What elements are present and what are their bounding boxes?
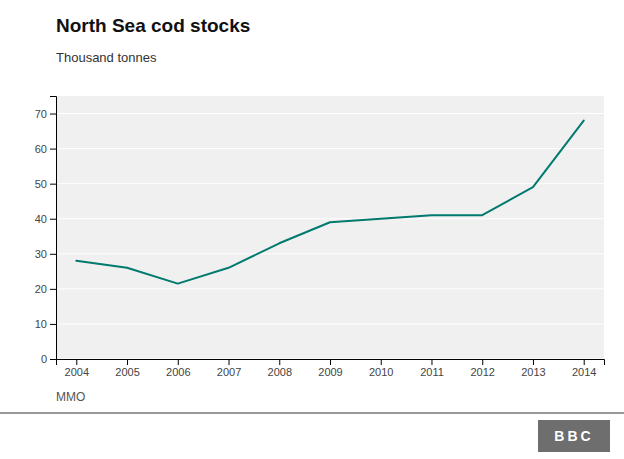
- y-tick-label: 20: [35, 283, 47, 295]
- x-tick-label: 2014: [572, 366, 596, 378]
- y-tick: 30: [35, 248, 56, 260]
- grid-line: [56, 218, 604, 219]
- grid-line: [56, 148, 604, 149]
- x-tick-mark: [584, 359, 585, 365]
- grid: [56, 114, 604, 359]
- y-tick: 20: [35, 283, 56, 295]
- y-tick: 50: [35, 178, 56, 190]
- x-tick: 2010: [369, 359, 393, 378]
- x-tick-mark: [431, 359, 432, 365]
- x-tick-label: 2009: [318, 366, 342, 378]
- x-axis: 2004 2005 2006 2007 2008 2009 2010 2011 2012 2013…: [57, 359, 605, 378]
- y-tick-label: 10: [35, 318, 47, 330]
- x-tick-mark: [381, 359, 382, 365]
- logo: BBC: [538, 420, 610, 452]
- grid-line: [56, 288, 604, 289]
- y-tick-label: 40: [35, 213, 47, 225]
- line: [76, 121, 583, 284]
- y-tick-mark: [50, 114, 56, 115]
- x-tick: 2013: [521, 359, 545, 378]
- y-tick: 0: [41, 353, 56, 365]
- grid-line: [56, 323, 604, 324]
- y-tick-label: 30: [35, 248, 47, 260]
- y-tick-mark: [50, 289, 56, 290]
- y-tick-label: 50: [35, 178, 47, 190]
- subtitle: Thousand tonnes: [56, 50, 157, 65]
- x-tick: 2011: [420, 359, 444, 378]
- logo-box: [538, 420, 610, 452]
- plot: 2004200520062007200820092010201120122013…: [35, 96, 605, 378]
- x-tick-label: 2008: [268, 366, 292, 378]
- plot-background: [56, 96, 604, 359]
- separator: [0, 412, 624, 413]
- marks: [76, 121, 583, 284]
- y-tick-mark: [50, 324, 56, 325]
- x-tick: 2012: [470, 359, 494, 378]
- y-tick: 70: [35, 108, 56, 120]
- x-tick-mark: [178, 359, 179, 365]
- x-tick-label: 2007: [217, 366, 241, 378]
- x-tick: 2004: [65, 359, 89, 378]
- x-tick-mark: [229, 359, 230, 365]
- x-tick-mark: [482, 359, 483, 365]
- x-tick: 2006: [166, 359, 190, 378]
- x-tick-label: 2004: [65, 366, 89, 378]
- x-tick-label: 2013: [521, 366, 545, 378]
- y-tick: 40: [35, 213, 56, 225]
- x-tick-mark: [330, 359, 331, 365]
- y-tick-mark: [50, 254, 56, 255]
- grid-line: [56, 253, 604, 254]
- x-tick-mark: [127, 359, 128, 365]
- y-tick-mark: [50, 359, 56, 360]
- grid-line: [56, 183, 604, 184]
- x-tick: 2007: [217, 359, 241, 378]
- x-axis-line: [57, 360, 605, 366]
- x-tick: 2008: [268, 359, 292, 378]
- grid-line: [56, 113, 604, 114]
- y-tick-mark: [50, 184, 56, 185]
- y-axis-line: [50, 97, 57, 360]
- y-tick: 60: [35, 143, 56, 155]
- y-axis: 0 10 20 30 40 50 60 70: [35, 97, 57, 366]
- x-tick-mark: [76, 359, 77, 365]
- x-tick: 2014: [572, 359, 596, 378]
- x-tick-mark: [533, 359, 534, 365]
- y-tick-label: 0: [41, 353, 47, 365]
- logo-text: BBC: [554, 428, 593, 444]
- x-tick: 2005: [115, 359, 139, 378]
- x-tick-label: 2011: [420, 366, 444, 378]
- y-tick-label: 60: [35, 143, 47, 155]
- y-tick: 10: [35, 318, 56, 330]
- y-tick-mark: [50, 219, 56, 220]
- x-tick-label: 2012: [470, 366, 494, 378]
- x-tick-label: 2010: [369, 366, 393, 378]
- x-tick: 2009: [318, 359, 342, 378]
- chart: North Sea cod stocksThousand tonnes20042…: [0, 0, 624, 459]
- x-tick-label: 2006: [166, 366, 190, 378]
- y-tick-mark: [50, 149, 56, 150]
- x-tick-label: 2005: [115, 366, 139, 378]
- title: North Sea cod stocks: [56, 15, 250, 36]
- source: MMO: [56, 390, 85, 404]
- y-tick-label: 70: [35, 108, 47, 120]
- x-tick-mark: [279, 359, 280, 365]
